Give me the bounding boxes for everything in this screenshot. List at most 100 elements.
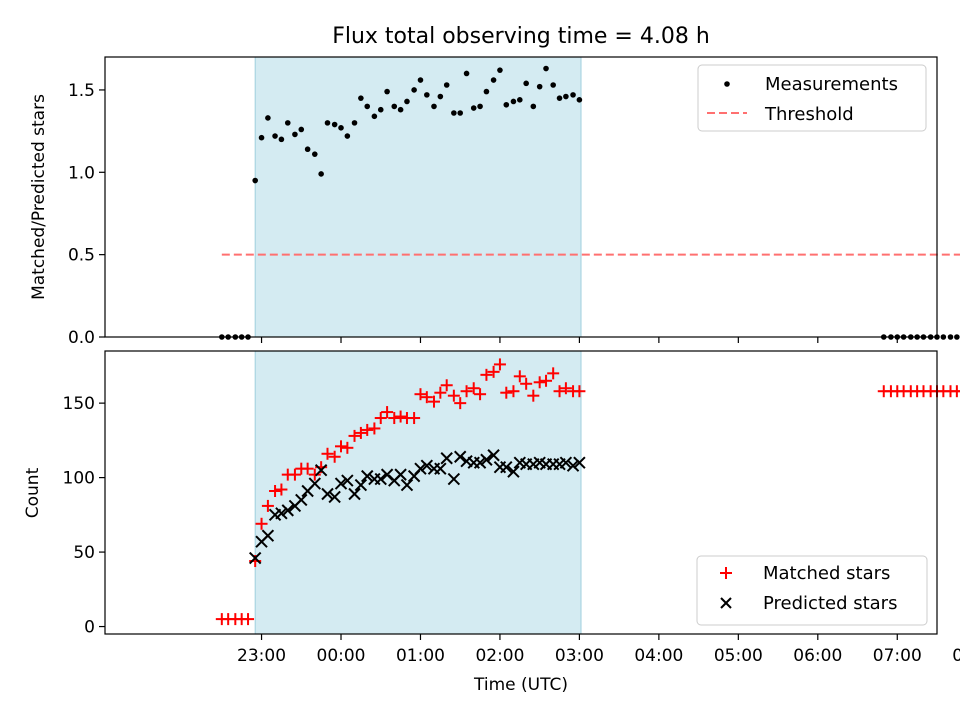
matched-star-point [269,485,282,498]
predicted-star-point [281,504,294,517]
predicted-star-point [308,477,321,490]
bottom-legend: Matched stars Predicted stars [696,555,928,626]
matched-star-point [454,397,467,410]
measurement-point [411,87,417,93]
x-tick-label: 06:00 [793,646,842,666]
x-tick-label: 05:00 [714,646,763,666]
matched-star-point [487,365,500,378]
measurement-point [536,83,543,90]
matched-star-point [513,370,526,383]
measurement-point [377,106,384,113]
predicted-star-point [321,487,334,501]
matched-star-point [460,385,473,398]
measurement-point [272,133,278,139]
measurement-point [954,334,960,340]
matched-star-point [440,379,453,392]
measurement-point [344,133,351,139]
matched-star-point [493,358,506,371]
predicted-star-point [414,462,427,475]
matched-star-point [547,367,560,380]
bottom-y-axis-label: Count [23,467,43,518]
matched-star-point [261,499,274,512]
matched-star-point [427,395,440,408]
y-tick-label: 0.5 [68,246,95,266]
chart-title: Flux total observing time = 4.08 h [332,24,710,49]
measurement-point [311,151,318,157]
matched-star-point [434,386,447,399]
matched-star-point [957,390,960,393]
measurement-point [457,110,464,116]
predicted-star-point [248,551,262,565]
measurement-point [338,125,344,131]
predicted-star-point [400,478,414,492]
x-tick-label: 00:00 [317,646,366,666]
x-tick-label: 02:00 [475,646,524,666]
measurement-point [470,105,477,111]
predicted-star-point [334,477,348,490]
predicted-star-point [473,456,487,469]
measurement-point [258,134,265,141]
measurement-point [490,77,497,83]
matched-star-point [348,429,361,442]
measurement-point [331,121,338,128]
predicted-star-point [440,452,453,465]
predicted-star-point [559,456,573,469]
bottom-plot-marks [215,358,960,626]
matched-star-point [394,410,407,423]
measurement-point [424,92,430,98]
matched-star-point [381,406,394,419]
matched-star-point [374,412,387,425]
bottom-y-axis-ticks: 0 50 100 150 [63,394,105,638]
matched-star-point [447,389,460,402]
predicted-star-point [500,460,513,474]
measurement-point [404,98,410,105]
matched-star-point [467,382,480,395]
measurement-point [284,120,291,126]
predicted-star-point [328,490,341,504]
predicted-star-point [507,465,520,478]
x-tick-label: 07:00 [873,646,922,666]
measurement-point [517,97,523,103]
top-y-axis-ticks: 0.0 0.5 1.0 1.5 [68,81,105,348]
measurement-point [451,110,457,116]
matched-star-point [950,385,960,398]
matched-star-point [368,422,381,435]
measurement-point [371,113,378,120]
y-tick-label: 0 [84,618,95,638]
measurement-point [576,97,583,103]
legend-measurements-label: Measurements [765,74,898,95]
measurement-point [530,103,537,110]
matched-star-point [520,377,533,390]
matched-star-point [500,386,513,399]
predicted-star-point [314,463,328,477]
measurement-point [298,126,305,133]
matched-star-point [361,423,374,436]
matched-star-point [507,385,520,398]
predicted-star-point [454,450,467,463]
measurement-point [437,93,444,100]
legend-predicted-stars-marker [720,597,732,609]
measurement-point [364,103,371,110]
top-shaded-interval [254,56,582,338]
predicted-star-point [361,469,374,483]
matched-star-point [275,483,288,496]
matched-star-point [474,388,487,401]
matched-star-point [242,613,255,626]
y-tick-label: 1.5 [68,81,95,101]
matched-star-point [388,412,401,425]
legend-matched-stars-marker [720,567,732,579]
x-tick-label: 03:00 [555,646,604,666]
bottom-axes-frame [104,350,938,635]
matched-star-point [335,440,348,453]
top-panel: 0.0 0.5 1.0 1.5 Matched/Predicted stars Mea… [29,56,960,348]
matched-star-point [408,412,421,425]
matched-star-point [328,450,341,463]
matched-star-point [301,462,314,475]
predicted-star-point [341,474,354,487]
measurement-point [550,82,556,88]
measurement-point [510,98,517,105]
predicted-star-point [434,462,447,475]
y-tick-label: 150 [63,394,95,414]
legend-threshold-label: Threshold [764,104,854,125]
measurement-point [397,106,404,113]
